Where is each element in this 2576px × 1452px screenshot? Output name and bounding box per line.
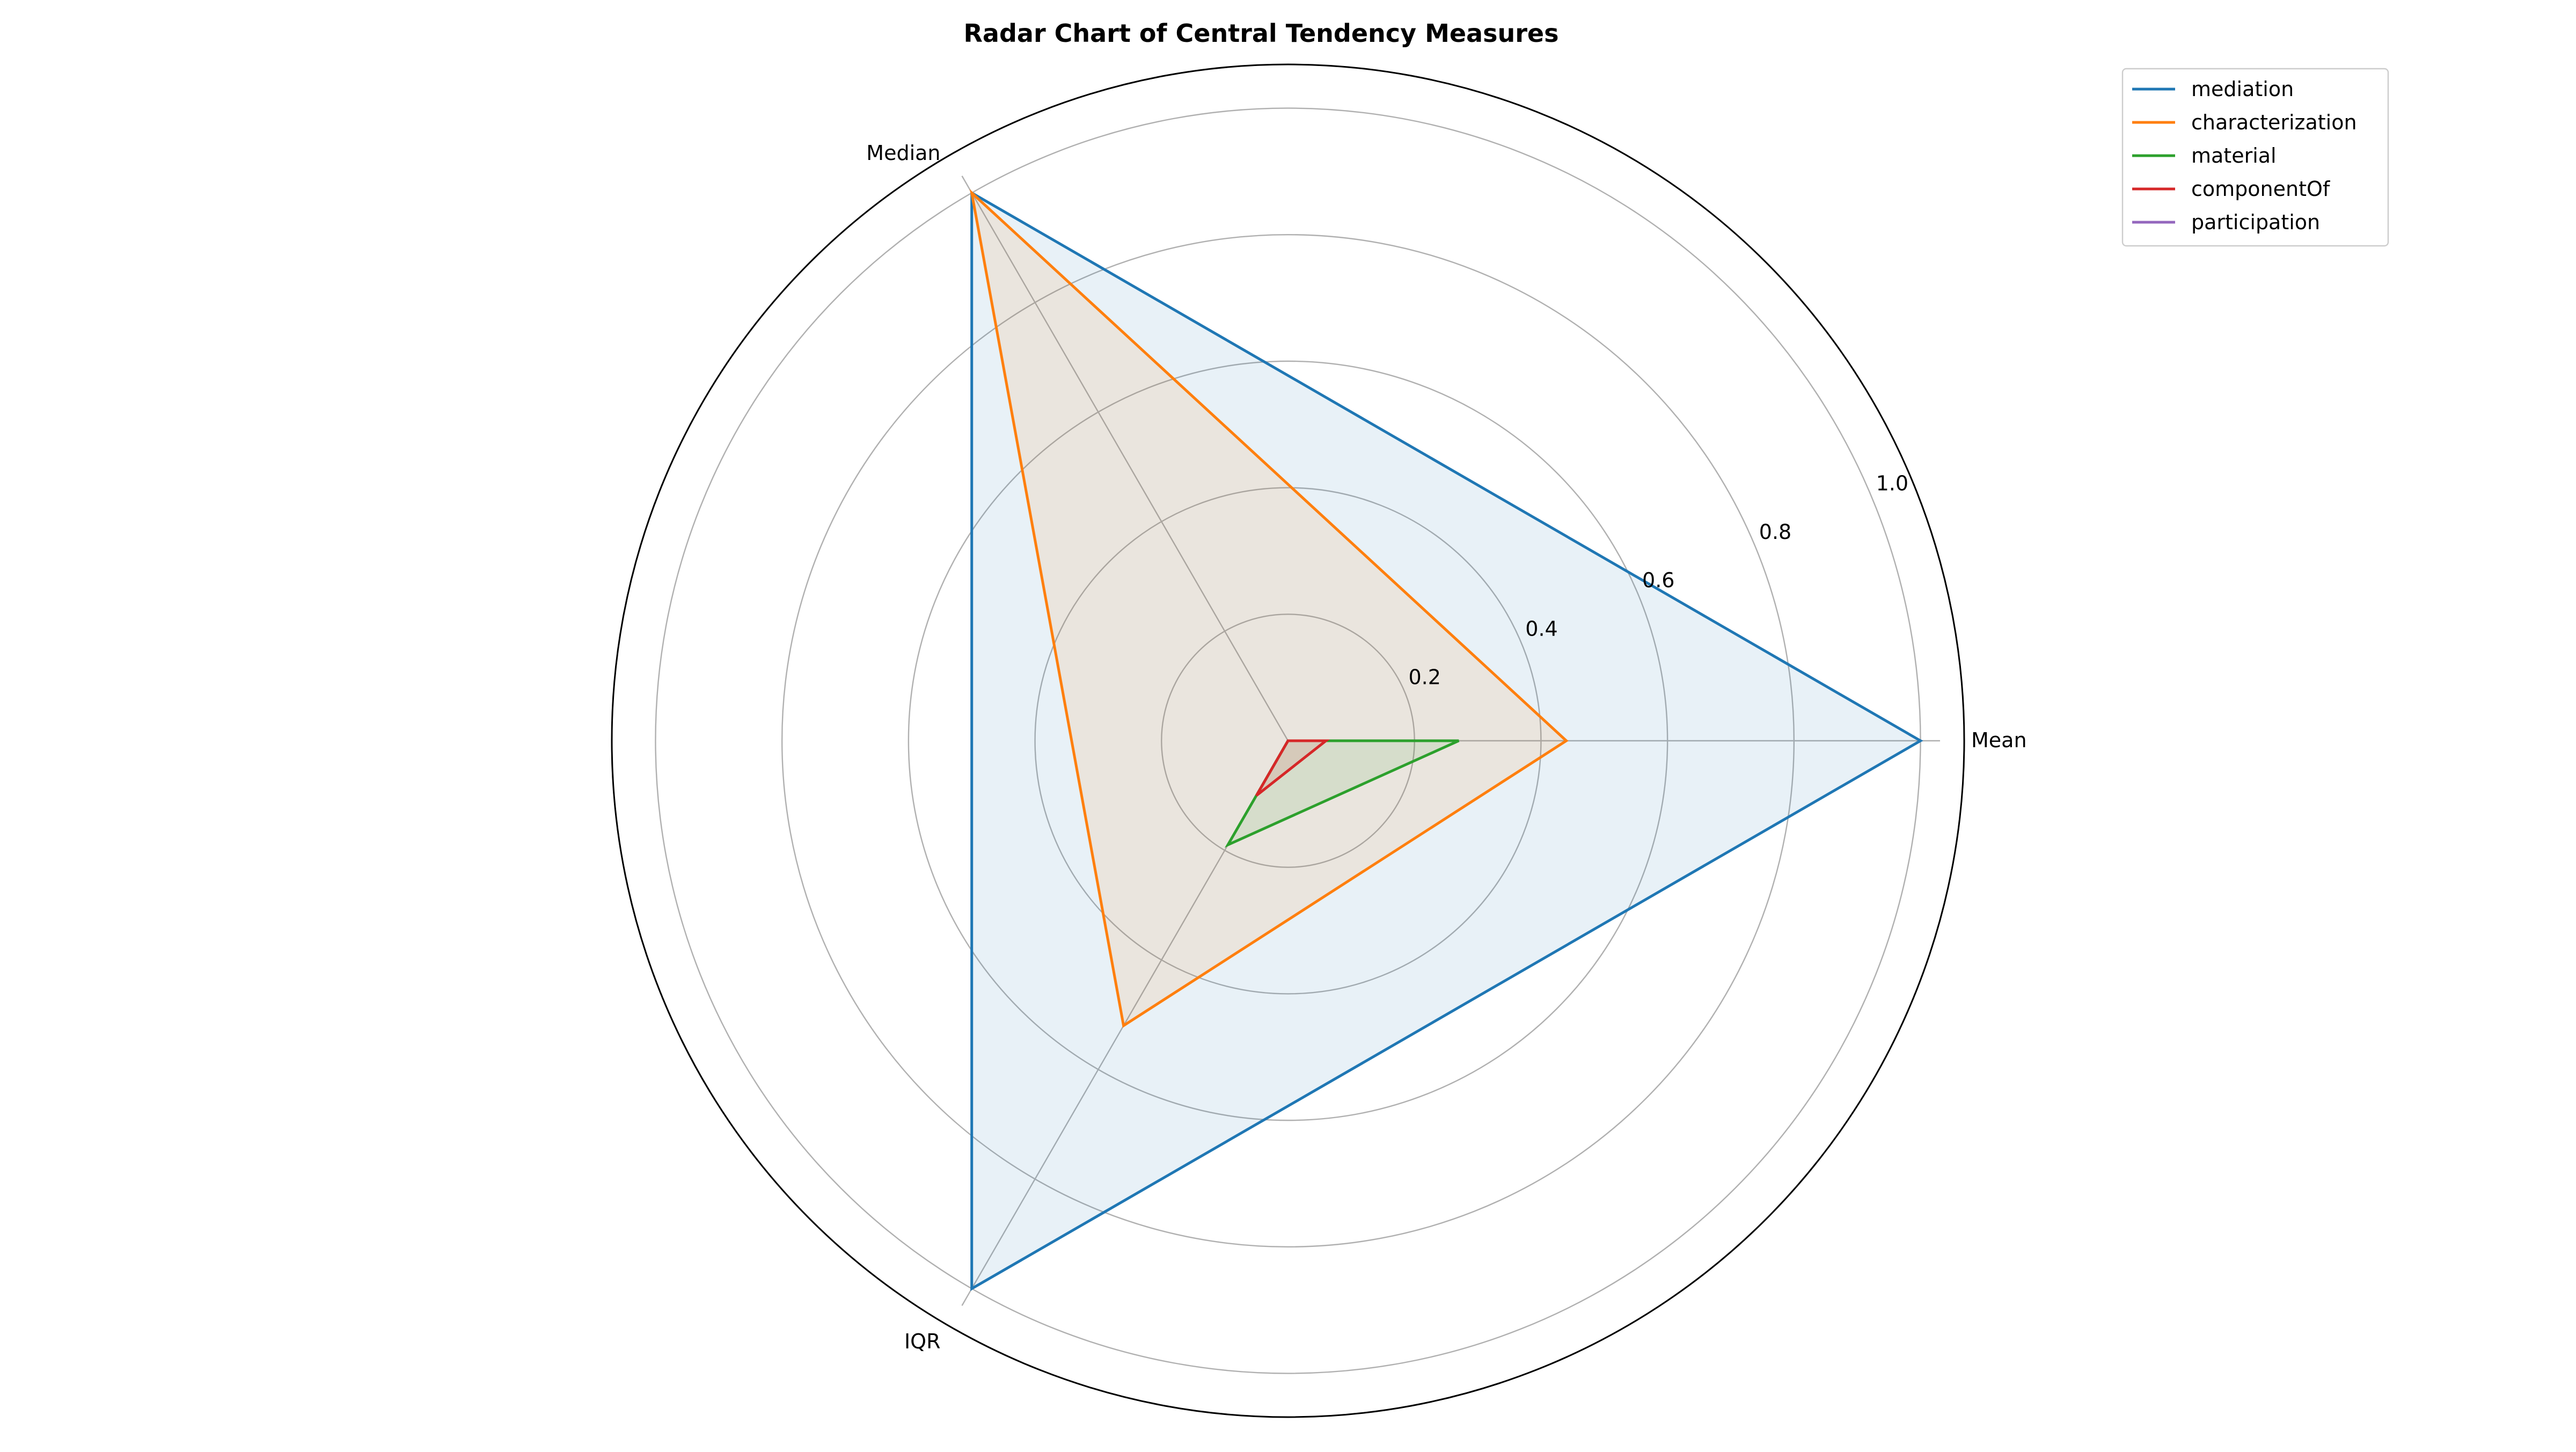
radial-tick-label: 0.2 — [1409, 665, 1441, 689]
legend-label-characterization: characterization — [2191, 111, 2357, 134]
legend-label-componentof: componentOf — [2191, 177, 2331, 201]
legend: mediation characterization material compone… — [2121, 68, 2389, 247]
legend-label-participation: participation — [2191, 210, 2320, 234]
axis-label-mean: Mean — [1971, 728, 2027, 752]
grid-spoke — [961, 176, 1289, 741]
chart-title: Radar Chart of Central Tendency Measures — [964, 19, 1559, 48]
legend-frame — [2121, 68, 2389, 247]
legend-label-material: material — [2191, 144, 2277, 167]
series-line-componentof — [1255, 739, 1330, 797]
series-group — [969, 189, 1923, 1292]
series-line-characterization — [969, 189, 1569, 1028]
radial-tick-label: 1.0 — [1876, 472, 1908, 495]
axis-label-median: Median — [866, 141, 940, 165]
radial-tick-label: 0.8 — [1759, 520, 1791, 544]
grid — [611, 63, 1965, 1418]
legend-label-mediation: mediation — [2191, 77, 2294, 101]
labels-group: Mean Median IQR 0.2 0.4 0.6 0.8 1.0 — [866, 141, 2026, 1353]
series-area-characterization — [971, 193, 1567, 1026]
radial-tick-label: 0.6 — [1642, 568, 1674, 592]
polar-frame — [611, 63, 1965, 1418]
axis-label-iqr: IQR — [904, 1330, 941, 1353]
radial-tick-label: 0.4 — [1525, 617, 1557, 640]
series-line-mediation — [970, 190, 1923, 1292]
